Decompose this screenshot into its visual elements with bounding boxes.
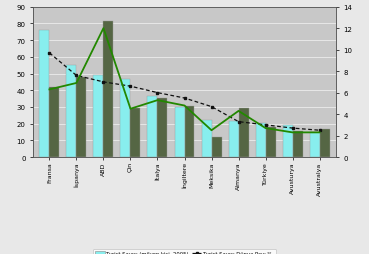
Bar — [266, 127, 276, 157]
Bar — [158, 99, 168, 157]
Bar — [184, 106, 194, 157]
Bar — [283, 125, 293, 157]
Bar — [211, 138, 221, 157]
Bar — [103, 21, 113, 157]
Bar — [256, 124, 266, 157]
Bar — [228, 122, 238, 157]
Bar — [39, 31, 49, 157]
Bar — [238, 109, 249, 157]
Bar — [310, 133, 320, 157]
Bar — [201, 121, 211, 157]
Bar — [49, 88, 59, 157]
Bar — [320, 129, 330, 157]
Bar — [66, 66, 76, 157]
Bar — [293, 132, 303, 157]
Bar — [76, 78, 86, 157]
Bar — [120, 80, 131, 157]
Bar — [131, 109, 141, 157]
Bar — [148, 97, 158, 157]
Legend: Turist Sayısı (milyon kişi, 2005), Turizm Geliri (milyar$, 2005), Turist Sayısı : Turist Sayısı (milyon kişi, 2005), Turiz… — [93, 249, 276, 254]
Bar — [175, 107, 184, 157]
Bar — [93, 75, 103, 157]
